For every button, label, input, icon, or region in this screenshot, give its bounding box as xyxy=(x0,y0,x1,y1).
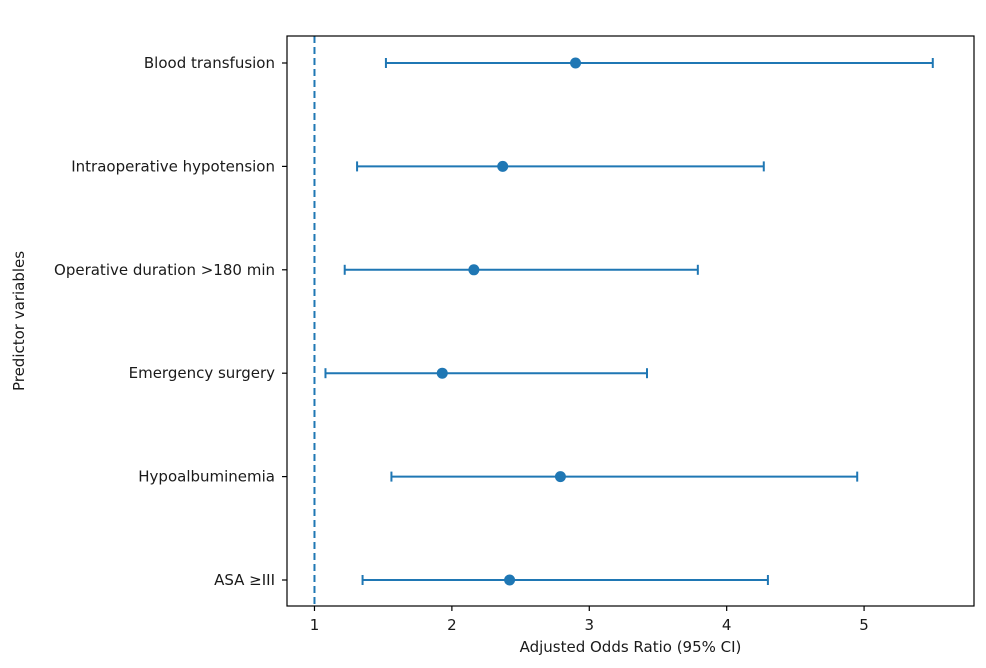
plot-area: Blood transfusion Intraoperative hypotens… xyxy=(54,35,975,634)
plot-frame xyxy=(286,35,975,607)
category-label: Hypoalbuminemia xyxy=(138,468,275,486)
x-tick-label: 3 xyxy=(585,616,595,634)
odds-ratio-point xyxy=(468,264,480,276)
odds-ratio-point xyxy=(504,574,516,586)
x-tick-label: 2 xyxy=(447,616,457,634)
category-label: ASA ≥III xyxy=(214,571,275,589)
category-label: Emergency surgery xyxy=(129,364,276,382)
x-tick-label: 4 xyxy=(722,616,732,634)
odds-ratio-point xyxy=(554,471,566,483)
x-axis-title: Adjusted Odds Ratio (95% CI) xyxy=(520,638,742,656)
odds-ratio-point xyxy=(436,367,448,379)
y-axis-title: Predictor variables xyxy=(10,251,28,391)
odds-ratio-point xyxy=(570,57,582,69)
x-tick-label: 5 xyxy=(859,616,869,634)
category-label: Operative duration >180 min xyxy=(54,261,275,279)
odds-ratio-point xyxy=(497,160,509,172)
category-label: Blood transfusion xyxy=(144,54,275,72)
x-tick-label: 1 xyxy=(310,616,320,634)
category-label: Intraoperative hypotension xyxy=(71,157,275,175)
